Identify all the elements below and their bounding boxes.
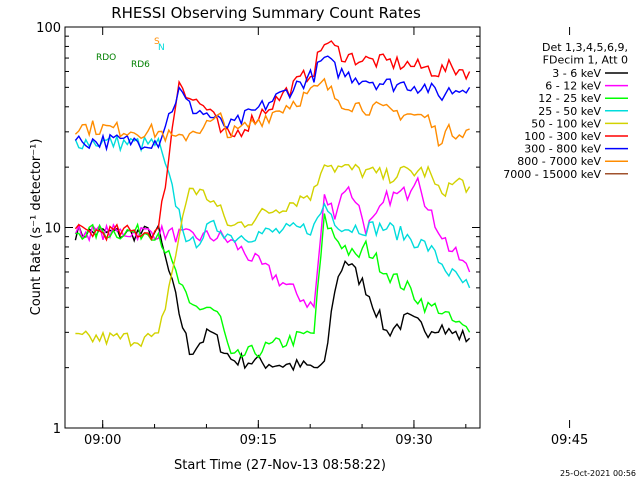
x-axis-label: Start Time (27-Nov-13 08:58:22) (174, 458, 386, 473)
annotation-rd6: RD6 (131, 60, 150, 70)
chart-title: RHESSI Observing Summary Count Rates (111, 4, 421, 22)
plot-area: 09:0009:1509:3009:4510:0010:1510:3011010… (36, 21, 588, 448)
legend-label-1: 6 - 12 keV (545, 80, 601, 93)
legend-label-5: 100 - 300 keV (524, 130, 601, 143)
legend-label-7: 800 - 7000 keV (517, 155, 601, 168)
x-tick-label-3: 09:45 (551, 433, 588, 448)
plot-frame (64, 26, 481, 429)
y-axis-label: Count Rate (s⁻¹ detector⁻¹) (29, 139, 44, 316)
legend: Det 1,3,4,5,6,9,FDecim 1, Att 03 - 6 keV… (503, 41, 628, 181)
series-line-1 (74, 175, 471, 309)
legend-label-6: 300 - 800 keV (524, 143, 601, 156)
y-tick-label-0: 1 (53, 422, 61, 437)
series-line-7 (74, 77, 470, 147)
series-line-4 (75, 163, 471, 348)
legend-label-4: 50 - 100 keV (531, 117, 601, 130)
annotation-n: N (158, 43, 165, 53)
y-tick-label-1: 10 (44, 222, 61, 237)
legend-header-1: FDecim 1, Att 0 (543, 54, 628, 67)
timestamp: 25-Oct-2021 00:56 (560, 469, 636, 478)
x-tick-label-2: 09:30 (395, 433, 432, 448)
series-line-0 (74, 223, 471, 372)
series-line-5 (74, 40, 471, 242)
legend-header-0: Det 1,3,4,5,6,9, (542, 41, 628, 54)
x-tick-label-1: 09:15 (240, 433, 277, 448)
annotation-rdo: RDO (96, 53, 116, 63)
legend-label-8: 7000 - 15000 keV (503, 168, 601, 181)
legend-label-0: 3 - 6 keV (552, 67, 601, 80)
legend-label-3: 25 - 50 keV (538, 105, 601, 118)
legend-label-2: 12 - 25 keV (538, 92, 601, 105)
series-line-2 (75, 213, 471, 359)
x-tick-label-0: 09:00 (84, 433, 121, 448)
annotation-s: S (154, 37, 160, 47)
series-line-6 (74, 55, 471, 152)
y-tick-label-2: 100 (36, 21, 61, 36)
